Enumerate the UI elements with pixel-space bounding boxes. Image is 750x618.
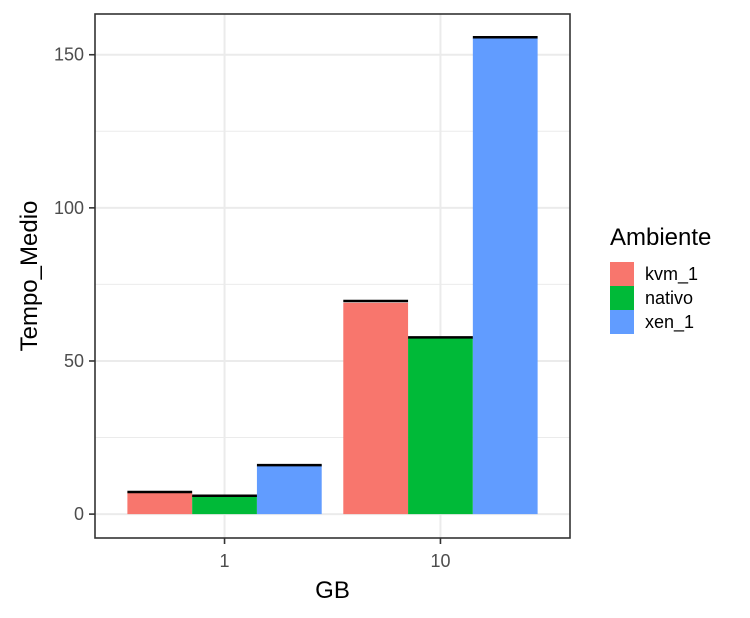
bar (408, 338, 473, 515)
legend-label: xen_1 (645, 312, 694, 333)
y-tick-label: 0 (74, 504, 84, 524)
axes: 0 50 100 150 1 10 (54, 45, 451, 571)
legend-swatch (610, 286, 634, 310)
legend-swatch (610, 310, 634, 334)
bar (127, 492, 193, 515)
x-axis-title: GB (315, 577, 350, 604)
bar (343, 302, 409, 515)
y-axis-title: Tempo_Medio (16, 201, 43, 352)
legend-label: nativo (645, 288, 693, 308)
y-tick-label: 50 (64, 351, 84, 371)
bar (192, 495, 257, 515)
x-tick-label: 10 (430, 551, 450, 571)
x-tick-label: 1 (220, 551, 230, 571)
legend-swatch (610, 262, 634, 286)
y-tick-label: 100 (54, 198, 84, 218)
bar (256, 465, 322, 515)
legend-label: kvm_1 (645, 264, 698, 285)
bar (472, 37, 538, 515)
panel-border (94, 13, 571, 539)
legend-title: Ambiente (610, 224, 711, 251)
y-tick-label: 150 (54, 45, 84, 65)
bars (127, 37, 538, 515)
error-caps (127, 36, 538, 497)
